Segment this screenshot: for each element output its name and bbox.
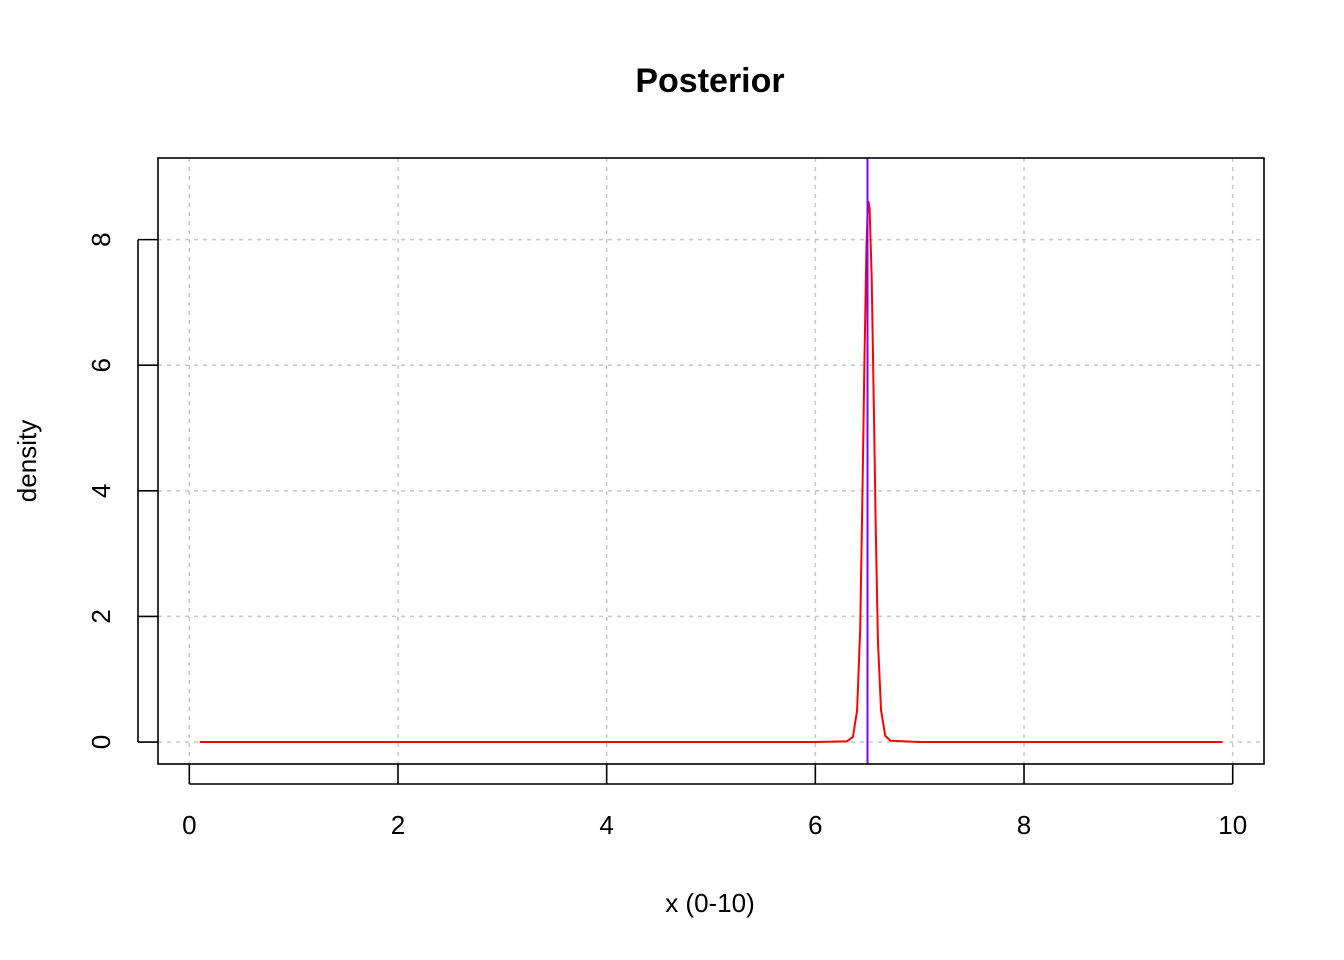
x-tick-label-3: 6 — [808, 810, 822, 840]
y-tick-label-0: 0 — [86, 735, 116, 749]
plot-frame — [157, 157, 1265, 765]
y-tick-label-1: 2 — [86, 609, 116, 623]
x-tick-label-0: 0 — [182, 810, 196, 840]
chart-title: Posterior — [635, 62, 784, 100]
y-axis: 0 2 4 6 8 — [86, 232, 158, 749]
x-tick-label-4: 8 — [1017, 810, 1031, 840]
y-tick-label-3: 6 — [86, 358, 116, 372]
posterior-density-line-0 — [199, 200, 1223, 744]
x-tick-label-1: 2 — [391, 810, 405, 840]
x-axis-label: x (0-10) — [665, 888, 755, 918]
series-layer — [199, 158, 1223, 764]
y-axis-label: density — [12, 420, 42, 502]
x-tick-label-5: 10 — [1218, 810, 1247, 840]
y-tick-label-2: 4 — [86, 484, 116, 498]
grid-lines — [158, 158, 1264, 764]
x-axis: 0 2 4 6 8 10 — [182, 764, 1247, 840]
y-tick-label-4: 8 — [86, 232, 116, 246]
x-tick-label-2: 4 — [599, 810, 613, 840]
